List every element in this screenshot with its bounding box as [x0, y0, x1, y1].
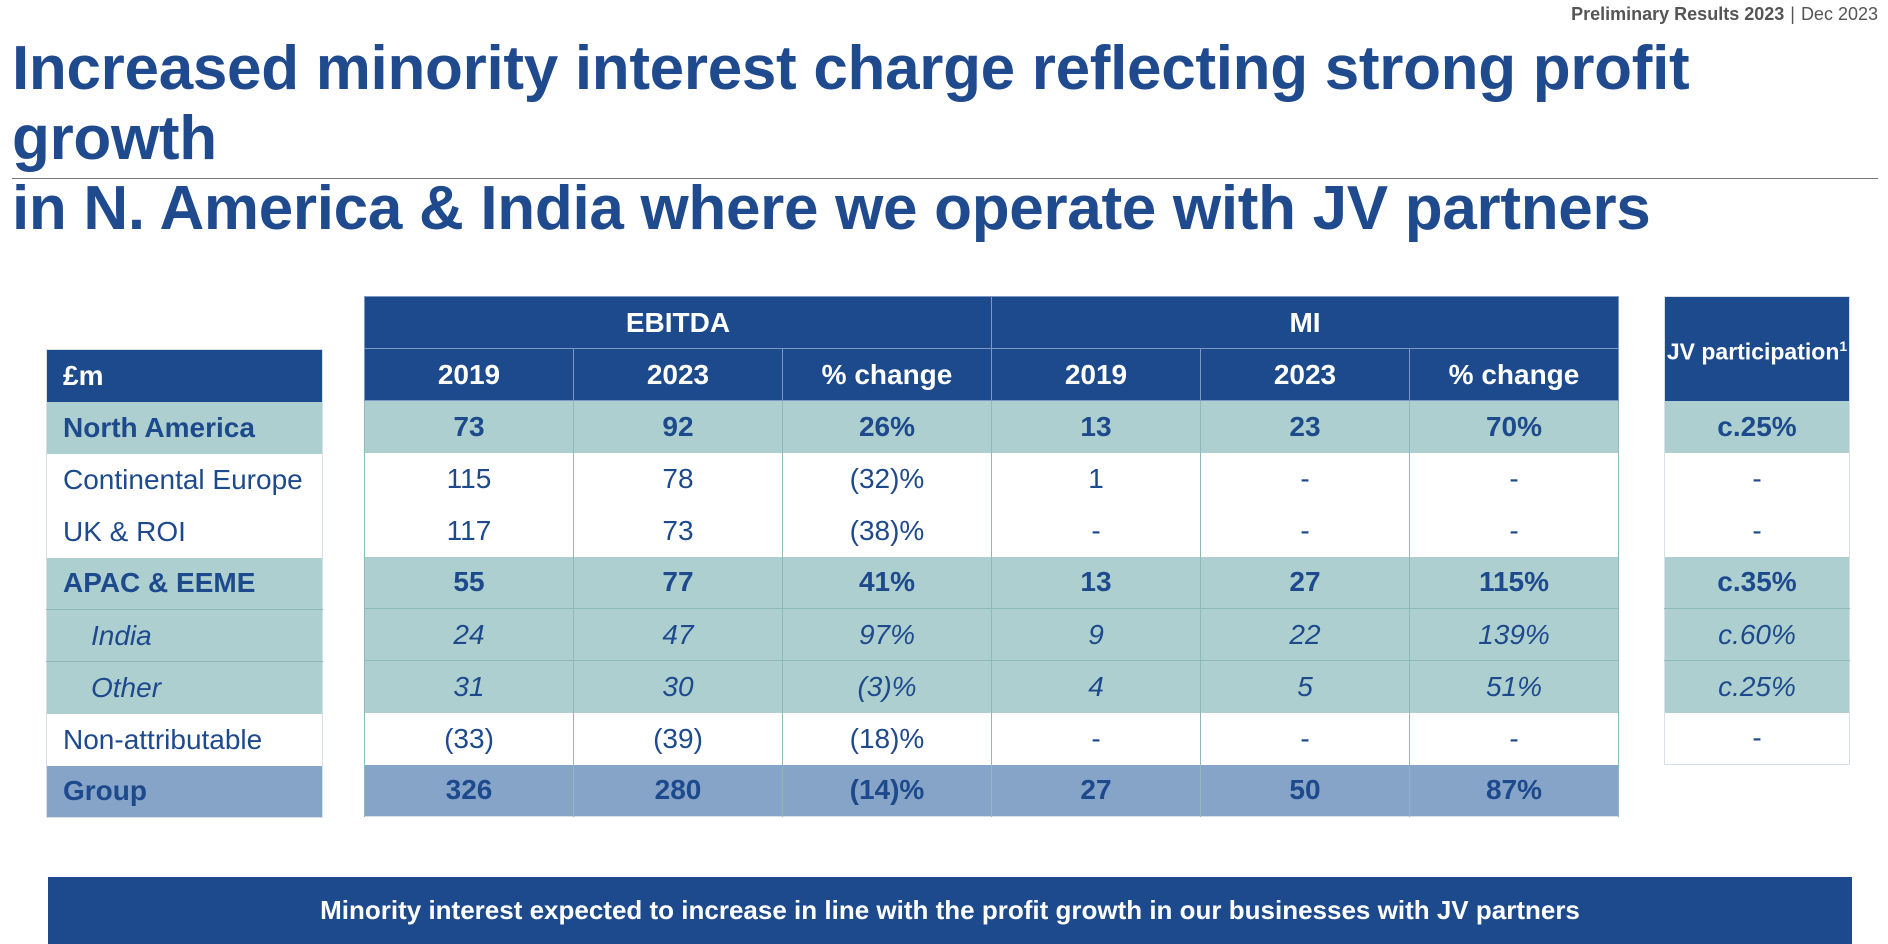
- table-cell: -: [1200, 712, 1410, 765]
- table-cell: 9: [991, 608, 1201, 661]
- table-cell: 115: [364, 452, 574, 505]
- row-label-apac-eeme: APAC & EEME: [46, 557, 323, 610]
- table-cell: 31: [364, 660, 574, 713]
- table-cell: 280: [573, 764, 783, 817]
- table-cell: -: [1200, 452, 1410, 505]
- table-cell: 326: [364, 764, 574, 817]
- table-cell: 4: [991, 660, 1201, 713]
- col-mi-2023: 2023: [1200, 348, 1410, 401]
- table-cell: 22: [1200, 608, 1410, 661]
- financial-table: EBITDA MI 2019 2023 % change 2019 2023 %…: [364, 296, 1619, 817]
- table-cell: 87%: [1409, 764, 1619, 817]
- table-cell: -: [1409, 452, 1619, 505]
- table-cell: 51%: [1409, 660, 1619, 713]
- table-cell: 27: [1200, 556, 1410, 609]
- table-cell: -: [1409, 504, 1619, 557]
- title-line-1: Increased minority interest charge refle…: [12, 34, 1690, 173]
- table-cell: 50: [1200, 764, 1410, 817]
- jv-cell: -: [1664, 452, 1850, 505]
- table-cell: 23: [1200, 400, 1410, 453]
- table-row: 326 280 (14)% 27 50 87%: [364, 764, 1619, 817]
- table-cell: 26%: [782, 400, 992, 453]
- report-period: Dec 2023: [1800, 4, 1878, 24]
- table-row: 31 30 (3)% 4 5 51%: [364, 660, 1619, 713]
- table-cell: (3)%: [782, 660, 992, 713]
- table-cell: 70%: [1409, 400, 1619, 453]
- title-line-2: in N. America & India where we operate w…: [12, 174, 1651, 243]
- jv-header-label: JV participation: [1666, 338, 1840, 365]
- table-row: 24 47 97% 9 22 139%: [364, 608, 1619, 661]
- jv-cell: c.60%: [1664, 608, 1850, 661]
- table-row: 117 73 (38)% - - -: [364, 504, 1619, 557]
- table-cell: 55: [364, 556, 574, 609]
- summary-banner: Minority interest expected to increase i…: [48, 877, 1852, 944]
- row-label-north-america: North America: [46, 401, 323, 454]
- table-cell: 139%: [1409, 608, 1619, 661]
- table-row: 55 77 41% 13 27 115%: [364, 556, 1619, 609]
- ebitda-group-header: EBITDA: [364, 296, 992, 349]
- page-title: Increased minority interest charge refle…: [12, 34, 1882, 244]
- report-header: Preliminary Results 2023 | Dec 2023: [1571, 4, 1878, 25]
- row-label-continental-europe: Continental Europe: [46, 453, 323, 506]
- table-cell: 1: [991, 452, 1201, 505]
- table-cell: 41%: [782, 556, 992, 609]
- table-cell: (18)%: [782, 712, 992, 765]
- table-cell: (39): [573, 712, 783, 765]
- table-row: 73 92 26% 13 23 70%: [364, 400, 1619, 453]
- jv-participation-header: JV participation1: [1664, 296, 1850, 401]
- table-cell: 73: [573, 504, 783, 557]
- table-cell: 78: [573, 452, 783, 505]
- table-cell: 47: [573, 608, 783, 661]
- table-cell: -: [1409, 712, 1619, 765]
- table-cell: (33): [364, 712, 574, 765]
- jv-cell: -: [1664, 504, 1850, 557]
- row-label-uk-roi: UK & ROI: [46, 505, 323, 558]
- col-ebitda-change: % change: [782, 348, 992, 401]
- col-ebitda-2023: 2023: [573, 348, 783, 401]
- table-cell: 73: [364, 400, 574, 453]
- row-label-table: £m North America Continental Europe UK &…: [46, 349, 323, 818]
- report-name: Preliminary Results 2023: [1571, 4, 1785, 24]
- table-cell: -: [1200, 504, 1410, 557]
- table-cell: 97%: [782, 608, 992, 661]
- table-cell: 92: [573, 400, 783, 453]
- footnote-marker: 1: [1839, 337, 1848, 354]
- unit-label: £m: [46, 349, 323, 402]
- table-cell: 117: [364, 504, 574, 557]
- table-cell: -: [991, 504, 1201, 557]
- jv-cell: c.35%: [1664, 556, 1850, 609]
- table-cell: 24: [364, 608, 574, 661]
- col-ebitda-2019: 2019: [364, 348, 574, 401]
- row-label-india: India: [46, 609, 323, 662]
- table-cell: 115%: [1409, 556, 1619, 609]
- table-cell: 5: [1200, 660, 1410, 713]
- title-divider: [12, 178, 1878, 179]
- table-row: (33) (39) (18)% - - -: [364, 712, 1619, 765]
- table-cell: 13: [991, 556, 1201, 609]
- table-cell: 27: [991, 764, 1201, 817]
- row-label-other: Other: [46, 661, 323, 714]
- mi-group-header: MI: [991, 296, 1619, 349]
- table-cell: 13: [991, 400, 1201, 453]
- table-cell: (38)%: [782, 504, 992, 557]
- header-separator: |: [1790, 4, 1795, 24]
- table-cell: (14)%: [782, 764, 992, 817]
- table-cell: -: [991, 712, 1201, 765]
- row-label-non-attributable: Non-attributable: [46, 713, 323, 766]
- jv-cell: -: [1664, 712, 1850, 765]
- col-mi-change: % change: [1409, 348, 1619, 401]
- jv-participation-table: JV participation1 c.25% - - c.35% c.60% …: [1664, 296, 1850, 765]
- jv-cell: c.25%: [1664, 660, 1850, 713]
- table-row: 115 78 (32)% 1 - -: [364, 452, 1619, 505]
- table-cell: 30: [573, 660, 783, 713]
- table-cell: 77: [573, 556, 783, 609]
- jv-cell: c.25%: [1664, 400, 1850, 453]
- table-cell: (32)%: [782, 452, 992, 505]
- row-label-group: Group: [46, 765, 323, 818]
- col-mi-2019: 2019: [991, 348, 1201, 401]
